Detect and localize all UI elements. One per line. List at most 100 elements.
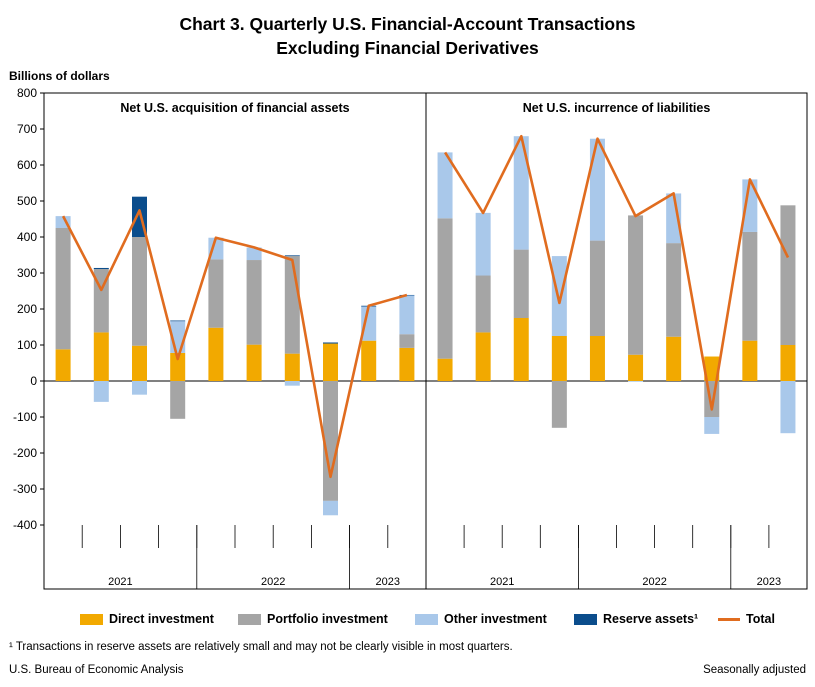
year-label: 2021 xyxy=(108,576,132,588)
bar-other xyxy=(55,216,71,228)
bar-direct xyxy=(93,332,109,381)
bar-portfolio xyxy=(284,256,300,354)
bar-portfolio xyxy=(55,228,71,350)
bar-portfolio xyxy=(589,240,605,336)
panel-title-assets: Net U.S. acquisition of financial assets xyxy=(120,101,349,115)
total-line xyxy=(443,134,790,411)
y-axis-tick-label: 100 xyxy=(17,338,37,352)
bar-direct xyxy=(513,318,529,381)
bar-portfolio xyxy=(742,231,758,341)
bar-other xyxy=(284,381,300,386)
y-axis-tick-label: 200 xyxy=(17,302,37,316)
y-axis-tick-label: 700 xyxy=(17,122,37,136)
bar-direct xyxy=(323,343,338,381)
bar-portfolio xyxy=(628,215,644,355)
bar-reserve xyxy=(170,320,186,322)
bar-portfolio xyxy=(513,249,529,318)
chart-title-line-1: Chart 3. Quarterly U.S. Financial-Accoun… xyxy=(179,14,636,34)
bar-other xyxy=(475,212,491,276)
footnote: ¹ Transactions in reserve assets are rel… xyxy=(9,641,513,653)
bar-portfolio xyxy=(551,381,567,428)
year-label: 2023 xyxy=(757,576,781,588)
bar-direct xyxy=(704,356,720,381)
bar-reserve xyxy=(323,342,338,344)
bar-other xyxy=(742,179,758,232)
legend-item-portfolio: Portfolio investment xyxy=(238,612,388,626)
seasonal-adjustment-note: Seasonally adjusted xyxy=(703,664,806,676)
bar-other xyxy=(246,247,262,261)
y-axis-tick-label: 800 xyxy=(17,86,37,100)
chart-title-line-2: Excluding Financial Derivatives xyxy=(276,38,539,58)
bar-other xyxy=(704,417,720,434)
bar-portfolio xyxy=(780,205,796,345)
year-label: 2022 xyxy=(261,576,285,588)
legend-label-other: Other investment xyxy=(444,612,547,626)
bar-other xyxy=(361,306,377,341)
bar-direct xyxy=(589,336,605,381)
bar-other xyxy=(513,136,529,250)
legend-item-direct: Direct investment xyxy=(80,612,214,626)
bar-portfolio xyxy=(323,381,338,501)
y-axis-tick-label: 600 xyxy=(17,158,37,172)
y-axis-tick-label: 300 xyxy=(17,266,37,280)
legend-swatch-direct xyxy=(80,613,103,625)
y-axis-tick-label: -400 xyxy=(13,518,37,532)
y-axis-tick-label: -300 xyxy=(13,482,37,496)
y-axis-tick-label: 400 xyxy=(17,230,37,244)
bar-other xyxy=(399,295,415,335)
y-axis-tick-label: 0 xyxy=(30,374,37,388)
bar-reserve xyxy=(93,267,109,270)
bar-direct xyxy=(780,345,796,381)
bar-direct xyxy=(284,353,300,381)
y-axis-tick-label: 500 xyxy=(17,194,37,208)
legend-item-reserve: Reserve assets¹ xyxy=(574,612,698,626)
bar-portfolio xyxy=(666,243,682,337)
y-axis-tick-label: -200 xyxy=(13,446,37,460)
bar-other xyxy=(132,381,147,395)
total-line xyxy=(61,209,408,479)
panel-title-liabilities: Net U.S. incurrence of liabilities xyxy=(523,101,711,115)
bar-portfolio xyxy=(475,275,491,333)
bar-direct xyxy=(437,358,453,381)
bar-other xyxy=(437,152,453,219)
legend-swatch-reserve xyxy=(574,613,597,625)
source-credit: U.S. Bureau of Economic Analysis xyxy=(9,664,184,676)
legend-label-direct: Direct investment xyxy=(109,612,214,626)
bar-portfolio xyxy=(437,218,453,359)
bar-portfolio xyxy=(246,260,262,345)
bar-other xyxy=(323,500,338,516)
legend-label-total: Total xyxy=(746,612,775,626)
legend-item-other: Other investment xyxy=(415,612,547,626)
y-axis-units-label: Billions of dollars xyxy=(9,69,110,83)
bar-direct xyxy=(666,336,682,381)
bar-other xyxy=(780,381,796,434)
y-axis-tick-label: -100 xyxy=(13,410,37,424)
bar-reserve xyxy=(284,255,300,257)
bar-direct xyxy=(132,345,147,381)
bar-direct xyxy=(475,332,491,381)
legend-swatch-total xyxy=(718,617,740,621)
year-label: 2023 xyxy=(376,576,400,588)
chart-legend: Direct investment Portfolio investment O… xyxy=(0,612,815,630)
bar-direct xyxy=(742,340,758,381)
bar-other xyxy=(93,381,109,402)
legend-label-reserve: Reserve assets¹ xyxy=(603,612,699,626)
bar-direct xyxy=(399,347,415,381)
bar-other xyxy=(589,138,605,241)
bar-other xyxy=(551,256,567,336)
legend-swatch-other xyxy=(415,613,438,625)
chart-plot: 800 700 600 500 400 300 200 100 0 -100 -200 -300 -40… xyxy=(13,86,808,590)
legend-item-total: Total xyxy=(718,612,775,626)
bar-portfolio xyxy=(170,381,186,419)
year-label: 2022 xyxy=(642,576,666,588)
bar-direct xyxy=(246,344,262,381)
bar-other xyxy=(666,193,682,244)
legend-swatch-portfolio xyxy=(238,613,261,625)
bar-other xyxy=(628,381,644,382)
bar-direct xyxy=(170,352,186,381)
bar-direct xyxy=(628,354,644,381)
bar-portfolio xyxy=(208,259,224,328)
year-label: 2021 xyxy=(490,576,514,588)
bar-direct xyxy=(361,340,377,381)
bar-portfolio xyxy=(132,237,147,346)
